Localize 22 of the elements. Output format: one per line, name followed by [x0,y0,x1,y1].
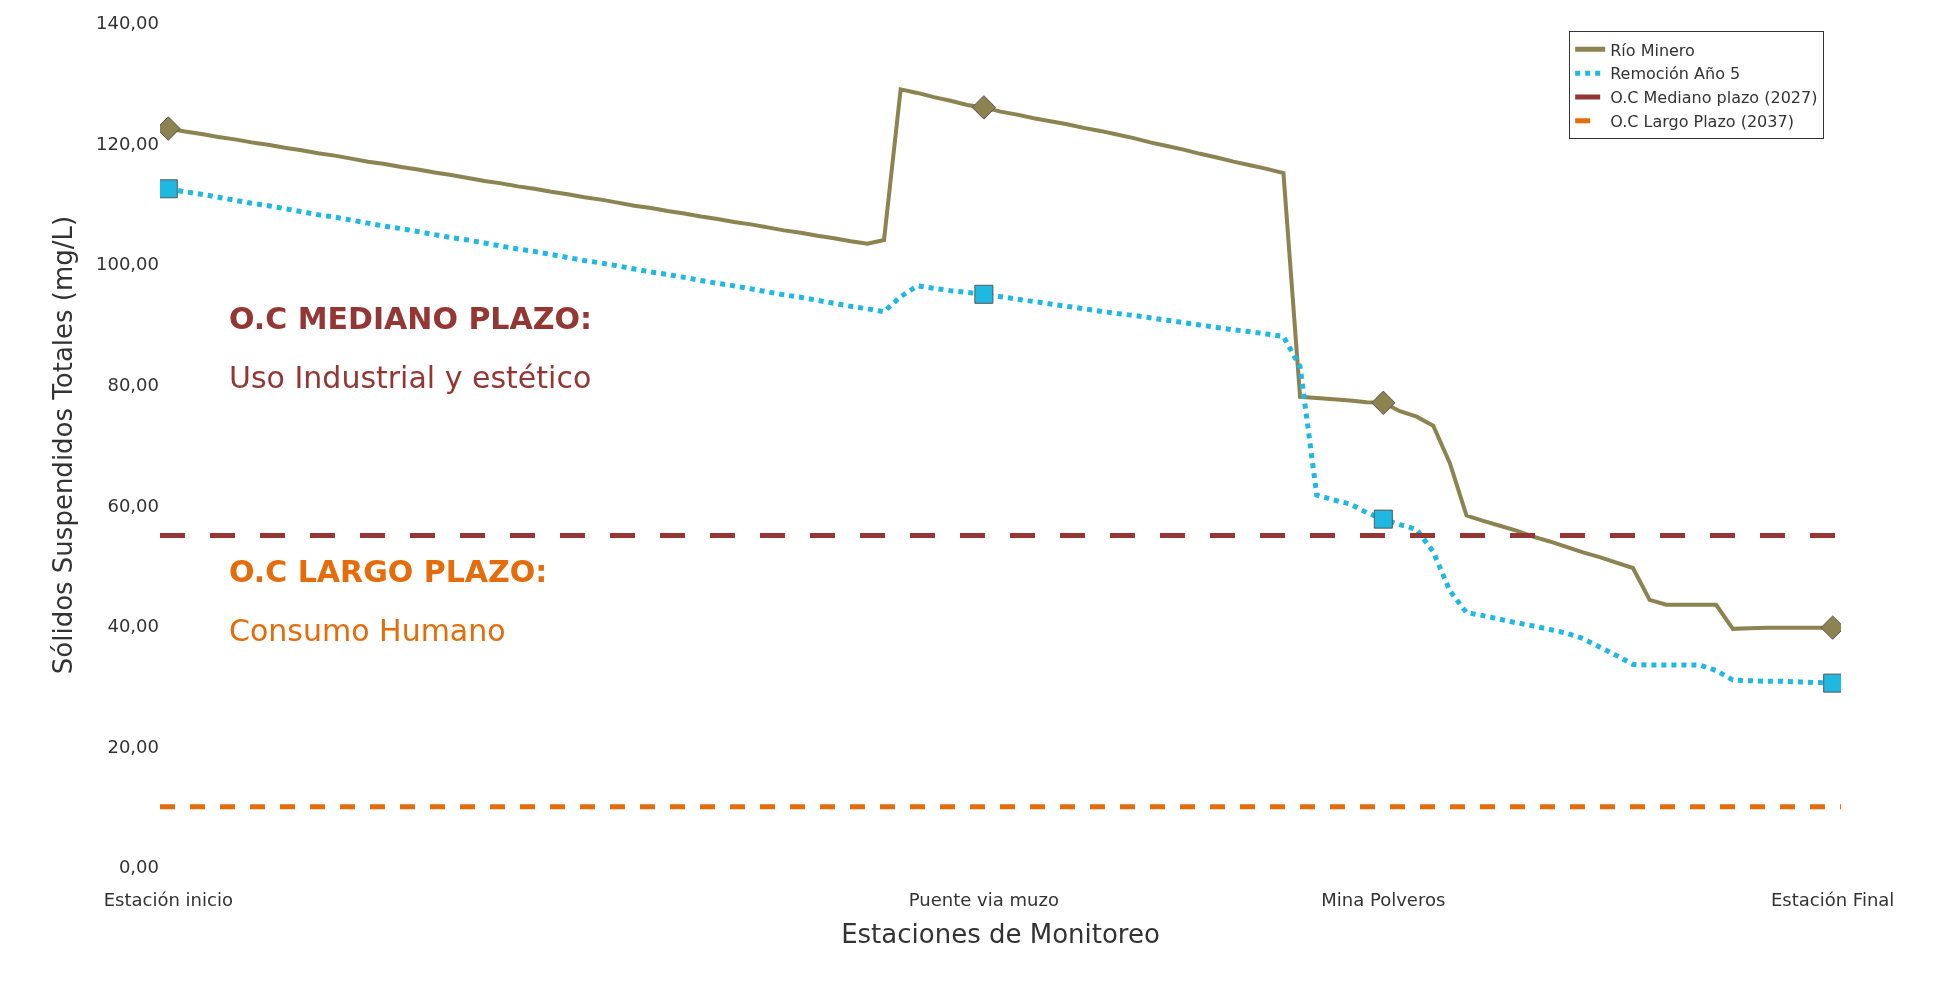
x-tick-label: Puente via muzo [908,889,1059,910]
x-tick-label: Estación inicio [103,889,233,910]
y-tick-label: 40,00 [107,615,159,637]
y-tick-label: 100,00 [96,253,159,275]
x-tick-label: Estación Final [1770,889,1895,910]
legend-label: O.C Mediano plazo (2027) [1610,88,1818,108]
y-tick-label: 80,00 [107,374,159,396]
y-tick-label: 20,00 [107,735,159,757]
x-axis-title: Estaciones de Monitoreo [841,918,1160,949]
annotation: Uso Industrial y estético [229,360,592,395]
x-tick-label: Mina Polveros [1321,889,1446,910]
y-axis-title: Sólidos Suspendidos Totales (mg/L) [48,215,79,675]
annotation: Consumo Humano [229,613,506,648]
legend-label: Río Minero [1610,40,1695,60]
y-tick-label: 140,00 [96,12,159,34]
annotation: O.C LARGO PLAZO: [229,554,548,589]
legend-label: Remoción Año 5 [1610,64,1741,84]
annotation: O.C MEDIANO PLAZO: [229,301,592,336]
y-tick-label: 120,00 [96,132,159,154]
y-tick-label: 60,00 [107,494,159,516]
legend-label: O.C Largo Plazo (2037) [1610,111,1794,131]
y-tick-label: 0,00 [118,856,159,878]
